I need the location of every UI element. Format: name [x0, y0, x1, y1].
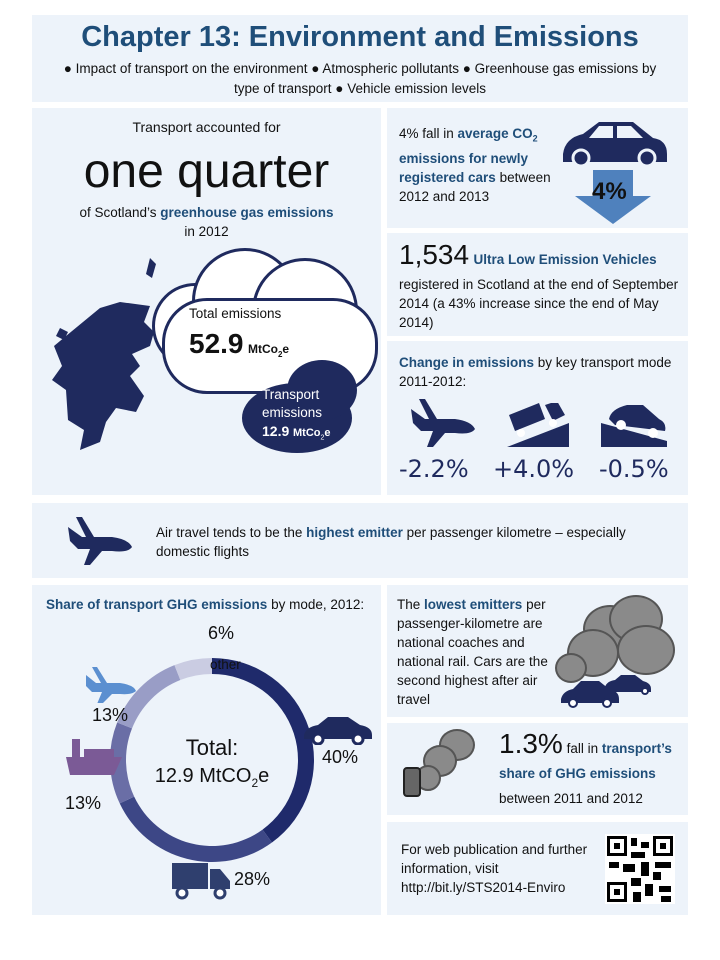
co2-panel: 4% fall in average CO2 emissions for new…	[387, 108, 688, 228]
donut-slice-cars	[212, 658, 314, 843]
total-emissions-label: Total emissions	[189, 306, 282, 321]
total-value: 12.9 MtCO2e	[154, 765, 270, 790]
ulev-headline: 1,534 Ultra Low Emission Vehicles	[399, 239, 657, 270]
change-panel: Change in emissions by key transport mod…	[387, 341, 688, 495]
label-cars-pct: 40%	[322, 747, 359, 767]
co2-arrow-label: 4%	[592, 178, 627, 205]
ulev-text: registered in Scotland at the end of Sep…	[399, 277, 679, 330]
air-travel-text: Air travel tends to be the highest emitt…	[156, 525, 626, 559]
page-title: Chapter 13: Environment and Emissions	[81, 21, 639, 53]
fall-text: 1.3% fall in transport’s share of GHG em…	[499, 728, 672, 807]
change-value-hgv: +4.0%	[493, 455, 575, 483]
donut-slice-aviation	[117, 665, 181, 729]
label-shipping-pct: 13%	[65, 793, 102, 813]
car-icon	[304, 717, 372, 745]
truck-uphill-icon	[507, 403, 569, 447]
quarter-intro: Transport accounted for	[132, 119, 281, 135]
qr-code-icon[interactable]	[605, 834, 675, 904]
topics-list: ● Impact of transport on the environment…	[63, 61, 657, 96]
change-value-car: -0.5%	[599, 455, 669, 483]
donut-slice-hgvs	[119, 796, 272, 862]
label-other-pct: 6%	[208, 623, 235, 643]
fall-panel: 1.3% fall in transport’s share of GHG em…	[387, 723, 688, 815]
web-panel: For web publication and further informat…	[387, 822, 688, 915]
lowest-text: The lowest emitters per passenger-kilome…	[397, 597, 548, 707]
header-panel: Chapter 13: Environment and Emissions ● …	[32, 15, 688, 102]
share-panel: Share of transport GHG emissions by mode…	[32, 585, 381, 915]
donut-slice-shipping	[109, 722, 135, 804]
scotland-map-icon	[52, 258, 156, 450]
co2-text: 4% fall in average CO2 emissions for new…	[399, 126, 551, 204]
truck-icon	[172, 863, 230, 900]
share-text: Share of transport GHG emissions by mode…	[46, 597, 365, 612]
label-other: other	[210, 657, 241, 672]
car-down-arrow-icon	[563, 122, 667, 224]
total-label: Total:	[185, 735, 239, 760]
quarter-headline: one quarter	[83, 145, 330, 198]
donut-slice-other	[174, 658, 212, 681]
air-travel-banner: Air travel tends to be the highest emitt…	[32, 503, 688, 578]
transport-emissions: Transport emissions 12.9 MtCo2e	[262, 387, 331, 442]
ulev-panel: 1,534 Ultra Low Emission Vehicles regist…	[387, 233, 688, 336]
change-value-air: -2.2%	[399, 455, 469, 483]
total-emissions-value: 52.9 MtCo2e	[189, 328, 290, 360]
label-hgv-pct: 28%	[234, 869, 271, 889]
web-text: For web publication and further informat…	[401, 842, 588, 895]
quarter-line: of Scotland’s greenhouse gas emissions in…	[79, 205, 334, 239]
share-donut-chart	[109, 658, 314, 862]
lowest-panel: The lowest emitters per passenger-kilome…	[387, 585, 688, 717]
car-downhill-icon	[601, 405, 667, 447]
ship-icon	[66, 739, 122, 775]
plane-icon	[411, 399, 475, 447]
plane-icon	[86, 667, 136, 703]
web-link[interactable]: http://bit.ly/STS2014-Enviro	[401, 880, 566, 895]
label-aviation-pct: 13%	[92, 705, 129, 725]
cars-icon	[561, 675, 651, 708]
change-text: Change in emissions by key transport mod…	[399, 355, 672, 389]
plane-icon	[68, 517, 132, 565]
quarter-panel: Transport accounted for one quarter of S…	[32, 108, 381, 495]
